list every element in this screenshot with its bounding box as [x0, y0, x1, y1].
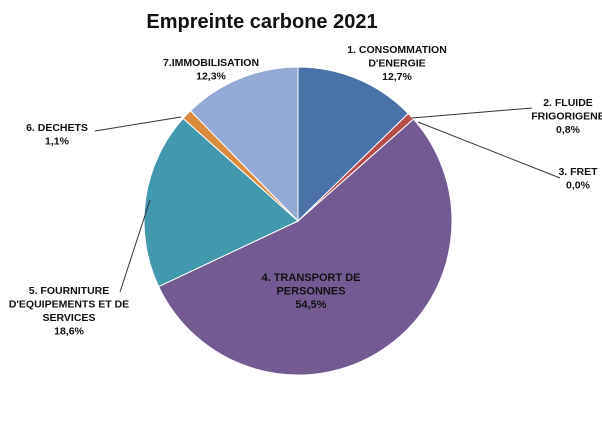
slice-7-value-label: 12,3%: [196, 71, 226, 83]
slice-2-value-label: 0,8%: [556, 124, 581, 136]
slice-7-name-label: 7.IMMOBILISATION: [163, 57, 259, 69]
slice-2-name-label: FRIGORIGENE: [531, 111, 602, 123]
slice-6-value-label: 1,1%: [45, 136, 70, 148]
slice-5-leader-line: [119, 199, 151, 293]
slice-4-wedge: [157, 118, 453, 376]
slice-1-name-label: D'ENERGIE: [368, 58, 425, 70]
chart-title: Empreinte carbone 2021: [146, 11, 377, 33]
slice-7-wedge: [189, 66, 299, 223]
slice-5-wedge: [143, 117, 299, 288]
slice-1-value-label: 12,7%: [382, 71, 412, 83]
slice-2-name-label: 2. FLUIDE: [543, 97, 593, 109]
slice-3-value-label: 0,0%: [566, 180, 591, 192]
pie-slices: [143, 66, 453, 376]
slice-4-name-label: 4. TRANSPORT DE: [261, 272, 360, 284]
slice-6-leader-line: [94, 116, 182, 132]
slice-2-leader-line: [411, 107, 533, 119]
slice-5-name-label: D'EQUIPEMENTS ET DE: [9, 299, 129, 311]
slice-3-name-label: 3. FRET: [558, 166, 598, 178]
slice-5-value-label: 18,6%: [54, 326, 84, 338]
slice-1-name-label: 1. CONSOMMATION: [347, 44, 447, 56]
slice-4-value-label: 54,5%: [295, 299, 326, 311]
leader-lines: [94, 107, 561, 293]
slice-6-name-label: 6. DECHETS: [26, 122, 88, 134]
slice-5-name-label: 5. FOURNITURE: [29, 285, 110, 297]
slice-3-leader-line: [417, 121, 561, 179]
slice-5-name-label: SERVICES: [43, 312, 96, 324]
slice-1-wedge: [297, 66, 409, 223]
slice-4-name-label: PERSONNES: [276, 286, 345, 298]
